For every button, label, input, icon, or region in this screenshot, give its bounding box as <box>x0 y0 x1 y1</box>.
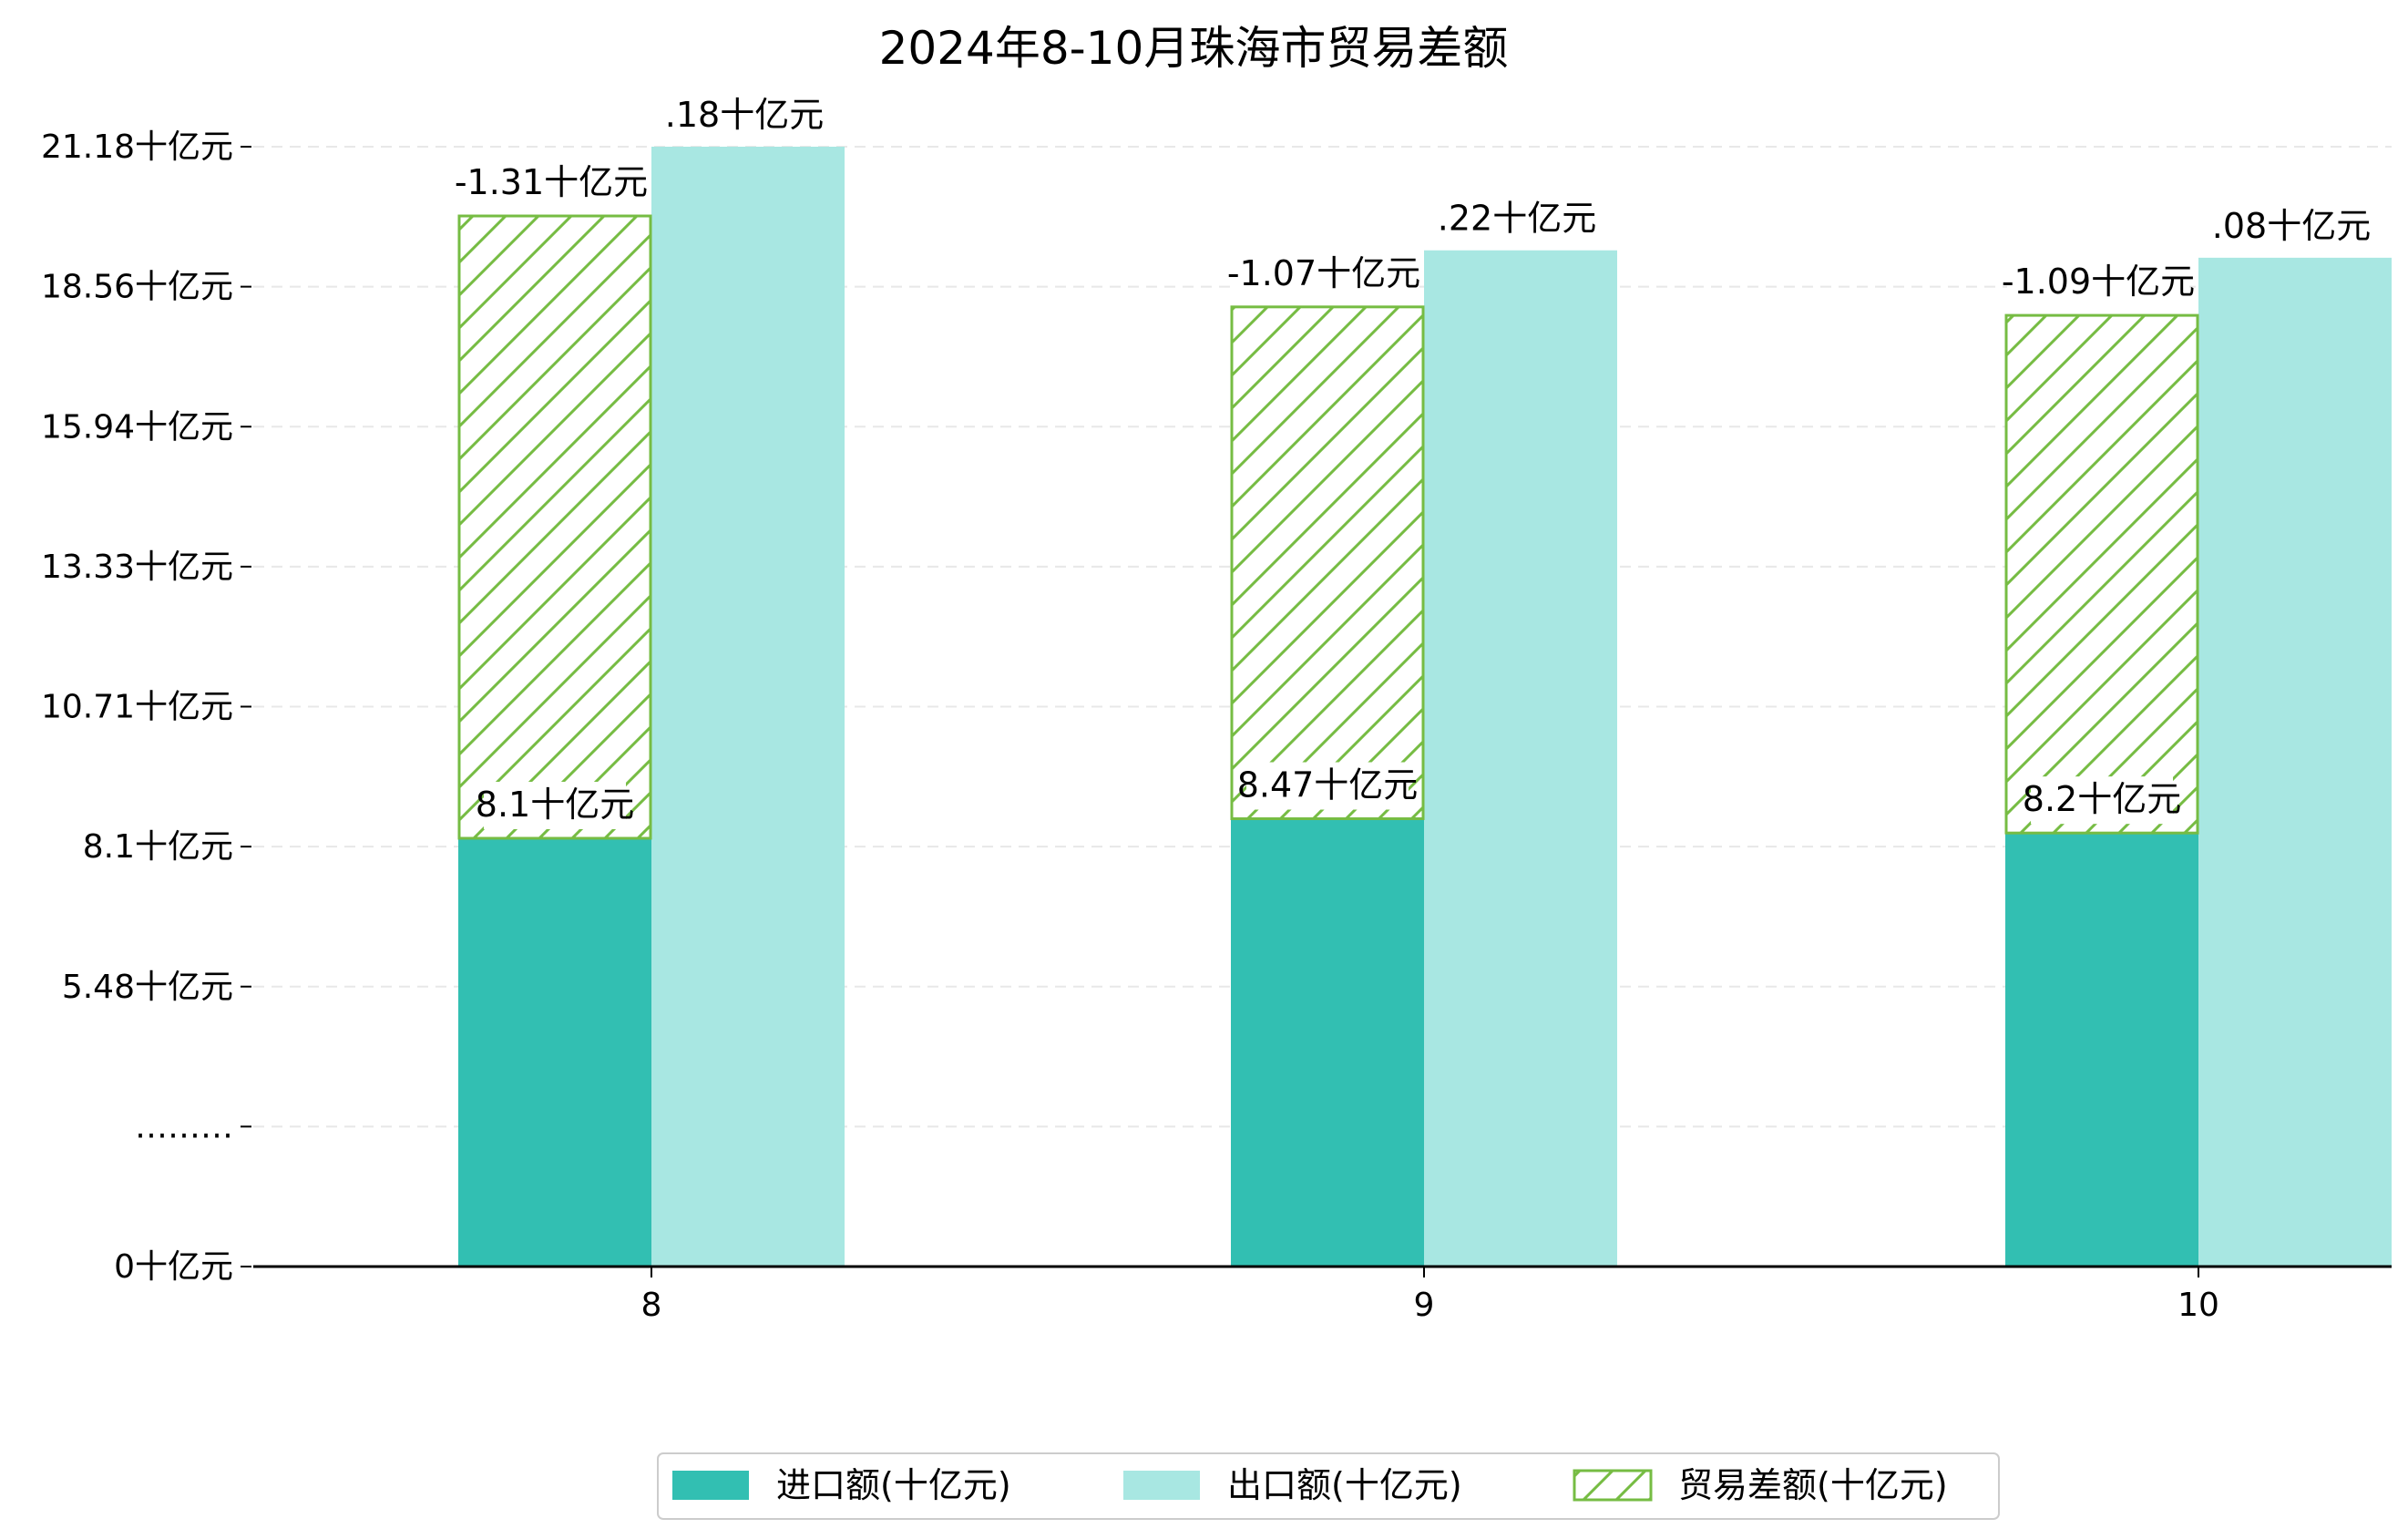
data-label-text: 8.1十亿元 <box>476 785 634 825</box>
export-bar <box>2198 257 2392 1267</box>
data-label-background <box>1233 250 1415 298</box>
data-label-text: 8.47十亿元 <box>1237 765 1419 805</box>
data-label-text: -1.31十亿元 <box>455 162 648 202</box>
data-label-text: -1.09十亿元 <box>2002 262 2195 302</box>
chart-title: 2024年8-10月珠海市贸易差额 <box>879 22 1509 75</box>
data-label: 8.2十亿元 <box>2023 776 2181 825</box>
data-label: .18十亿元 <box>665 92 824 139</box>
data-label-background <box>673 92 815 139</box>
trade-balance-bar <box>457 214 652 840</box>
export-bar <box>1424 250 1617 1267</box>
data-label-text: 8.2十亿元 <box>2023 779 2181 819</box>
legend-item: 贸易差额(十亿元) <box>1573 1465 1948 1505</box>
y-tick-label: 10.71十亿元 <box>41 689 233 726</box>
data-label-text: .22十亿元 <box>1438 199 1596 239</box>
x-tick-label: 8 <box>641 1287 662 1324</box>
x-tick-label: 9 <box>1414 1287 1435 1324</box>
data-label: -1.09十亿元 <box>2002 259 2195 307</box>
data-label-text: -1.07十亿元 <box>1227 253 1420 293</box>
axes: 0十亿元 ……… 5.48十亿元 8.1十亿元 10.71十亿元 13.33十亿元 15.9… <box>41 128 2392 1324</box>
y-tick-label: ……… <box>135 1108 233 1145</box>
legend-label: 出口额(十亿元) <box>1227 1465 1462 1505</box>
y-tick-label: 15.94十亿元 <box>41 408 233 446</box>
legend-item: 进口额(十亿元) <box>672 1465 1011 1505</box>
import-bar <box>2005 833 2198 1267</box>
y-tick-label: 8.1十亿元 <box>83 828 233 866</box>
data-label-background <box>484 781 626 829</box>
x-tick-label: 10 <box>2177 1287 2219 1324</box>
legend-label: 进口额(十亿元) <box>776 1465 1011 1505</box>
data-label-text: .08十亿元 <box>2212 206 2371 246</box>
data-label-background <box>2220 202 2362 251</box>
legend-swatch <box>1123 1471 1200 1500</box>
data-label: .22十亿元 <box>1438 195 1596 243</box>
legend-label: 贸易差额(十亿元) <box>1678 1465 1948 1505</box>
bars <box>457 147 2392 1267</box>
data-label-background <box>2031 776 2173 825</box>
data-label-background <box>460 159 642 208</box>
data-label: .08十亿元 <box>2212 202 2371 251</box>
legend-swatch <box>1573 1469 1653 1502</box>
import-bar <box>458 837 651 1267</box>
import-bar <box>1231 818 1424 1267</box>
y-tick-label: 21.18十亿元 <box>41 128 233 166</box>
data-label: 8.1十亿元 <box>476 781 634 829</box>
y-tick-label: 18.56十亿元 <box>41 269 233 306</box>
data-label-background <box>1446 195 1588 243</box>
legend-swatch <box>672 1471 749 1500</box>
data-label-text: .18十亿元 <box>665 95 824 135</box>
data-label: -1.07十亿元 <box>1227 250 1420 298</box>
data-label-background <box>1246 762 1409 810</box>
export-bar <box>651 147 845 1267</box>
legend: 进口额(十亿元) 出口额(十亿元) 贸易差额(十亿元) <box>657 1452 2000 1520</box>
data-label: -1.31十亿元 <box>455 159 648 208</box>
legend-item: 出口额(十亿元) <box>1123 1465 1462 1505</box>
trade-balance-bar <box>2004 313 2199 835</box>
trade-balance-bar <box>1230 305 1425 821</box>
data-label: 8.47十亿元 <box>1237 762 1419 810</box>
y-tick-label: 5.48十亿元 <box>62 969 233 1006</box>
y-tick-label: 0十亿元 <box>114 1248 233 1286</box>
legend-frame <box>657 1452 2000 1520</box>
data-labels: 8.1十亿元 -1.31十亿元 .18十亿元 8.47十亿元 -1.07十亿元 .22十亿… <box>455 92 2371 829</box>
y-tick-label: 13.33十亿元 <box>41 549 233 586</box>
data-label-background <box>2007 259 2189 307</box>
